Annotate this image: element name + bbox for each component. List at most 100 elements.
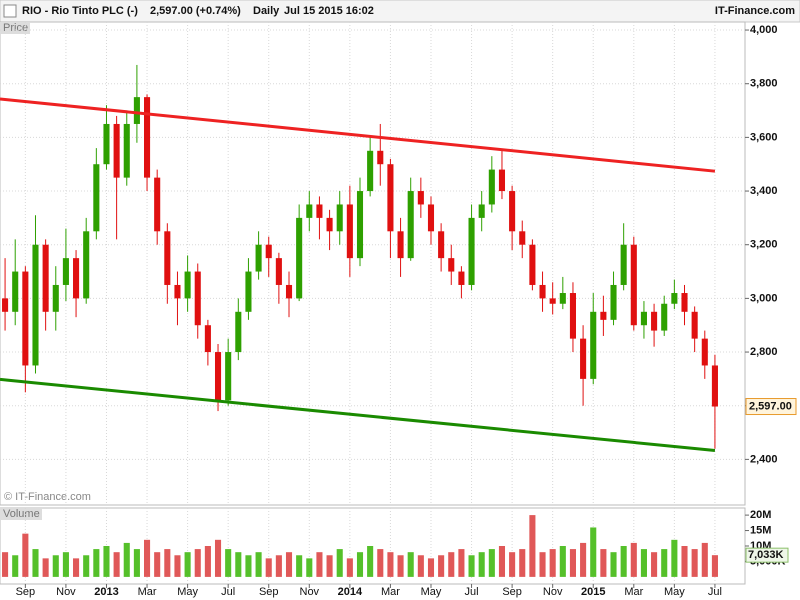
candle-body: [559, 293, 566, 304]
volume-bar: [711, 555, 718, 577]
volume-bar: [22, 533, 29, 577]
volume-bar: [32, 549, 39, 577]
x-tick-label: 2014: [338, 586, 363, 598]
volume-bar: [83, 555, 90, 577]
volume-bar: [620, 546, 627, 577]
candle-body: [610, 284, 617, 320]
candle-body: [539, 284, 546, 299]
candle-body: [691, 311, 698, 339]
last-price-label: 2,597.00: [749, 400, 792, 412]
volume-bar: [62, 552, 69, 577]
candle-body: [204, 325, 211, 353]
volume-bar: [367, 546, 374, 577]
volume-bar: [346, 558, 353, 577]
candle-body: [2, 298, 9, 312]
volume-bar: [478, 552, 485, 577]
volume-bar: [164, 549, 171, 577]
candle-body: [620, 244, 627, 285]
y-tick-label: 2,400: [750, 453, 778, 465]
volume-bar: [458, 549, 465, 577]
x-tick-label: Mar: [624, 586, 643, 598]
volume-bar: [590, 527, 597, 577]
candle-body: [427, 204, 435, 232]
candle-body: [133, 97, 140, 124]
x-tick-label: Jul: [708, 586, 722, 598]
pane-label-box: [0, 508, 42, 520]
y-tick-label: 2,800: [750, 346, 778, 358]
volume-bar: [123, 542, 130, 577]
y-tick-label: 3,800: [750, 78, 778, 90]
candle-body: [174, 284, 181, 299]
candle-body: [569, 293, 576, 339]
volume-bar: [214, 539, 222, 577]
volume-bar: [93, 549, 100, 577]
volume-bar: [12, 555, 19, 577]
y-tick-label: 3,000: [750, 292, 778, 304]
candle-body: [377, 150, 384, 165]
volume-bar: [549, 549, 556, 577]
candle-body: [356, 191, 364, 259]
volume-bar: [174, 555, 181, 577]
pane-label-box: [0, 22, 30, 34]
volume-bar: [133, 549, 140, 577]
volume-bar: [569, 549, 576, 577]
y-tick-label: 4,000: [750, 24, 778, 36]
candle-body: [154, 177, 161, 232]
volume-bar: [671, 539, 678, 577]
volume-bar: [245, 555, 252, 577]
volume-bar: [488, 549, 495, 577]
menu-icon[interactable]: [3, 4, 17, 18]
candle-body: [488, 169, 495, 205]
x-tick-label: Nov: [300, 586, 320, 598]
volume-bar: [296, 555, 303, 577]
pane-label: Volume: [3, 508, 40, 520]
x-tick-label: Sep: [259, 586, 279, 598]
candle-body: [62, 258, 69, 285]
volume-bar: [265, 558, 272, 577]
volume-bar: [580, 542, 587, 577]
volume-bar: [610, 552, 617, 577]
volume-bar: [225, 549, 232, 577]
candle-body: [73, 258, 80, 299]
x-tick-label: Sep: [502, 586, 522, 598]
candle-body: [103, 123, 110, 165]
candle-body: [478, 204, 485, 218]
y-tick-label: 3,400: [750, 185, 778, 197]
x-tick-label: Mar: [138, 586, 157, 598]
volume-bar: [630, 542, 637, 577]
candle-body: [498, 169, 506, 192]
volume-bar: [42, 558, 49, 577]
period: Daily: [253, 5, 280, 17]
volume-bar: [285, 552, 293, 577]
candle-body: [336, 204, 343, 232]
candle-body: [32, 244, 39, 366]
candle-body: [12, 271, 19, 312]
last-volume-box: [745, 547, 789, 563]
candle-body: [671, 293, 678, 304]
volume-bar: [498, 546, 506, 577]
volume-bar: [326, 555, 333, 577]
last-volume-label: 7,033K: [748, 549, 784, 561]
volume-bar: [52, 555, 59, 577]
candle-body: [164, 231, 171, 285]
candle-body: [367, 150, 374, 192]
volume-bar: [275, 555, 282, 577]
volume-bar: [640, 549, 647, 577]
candle-body: [306, 204, 313, 218]
candle-body: [590, 311, 597, 379]
x-tick-label: Jul: [465, 586, 479, 598]
volume-bar: [438, 555, 445, 577]
candle-body: [529, 244, 536, 285]
x-tick-label: 2015: [581, 586, 605, 598]
candle-body: [265, 244, 272, 259]
candle-body: [417, 191, 424, 205]
candle-body: [83, 231, 90, 299]
candle-body: [397, 231, 404, 259]
volume-bar: [468, 555, 475, 577]
volume-bar: [427, 558, 435, 577]
last-price-box: [745, 398, 797, 416]
x-tick-label: Nov: [56, 586, 76, 598]
volume-bar: [377, 549, 384, 577]
volume-bar: [701, 542, 708, 577]
